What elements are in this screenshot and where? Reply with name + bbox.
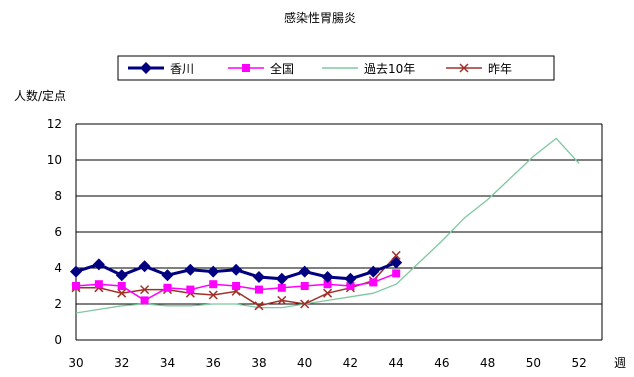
x-tick-label: 36 [206,356,221,370]
legend-label: 香川 [170,62,194,76]
x-stroke [277,295,287,305]
legend-entry: 昨年 [446,62,512,76]
x-tick-label: 52 [571,356,586,370]
legend-entry: 香川 [128,62,194,76]
data-point [254,301,264,311]
data-point [254,285,263,294]
data-point [390,256,403,269]
legend-swatch-marker [459,63,469,73]
x-stroke [140,285,150,295]
data-point [300,299,310,309]
legend-entry: 全国 [228,61,294,76]
data-point [275,272,288,285]
data-point [138,260,151,273]
legend-label: 過去10年 [364,62,415,76]
x-tick-label: 30 [68,356,83,370]
data-point [346,282,355,290]
y-tick-label: 8 [54,189,62,203]
data-point [344,272,357,285]
legend-entry: 過去10年 [322,62,415,76]
data-point [369,278,378,287]
series-2 [75,137,580,314]
y-tick-label: 4 [54,261,62,275]
x-stroke [254,301,264,311]
y-axis-label: 人数/定点 [14,88,66,103]
data-point [117,288,127,298]
data-point [391,250,401,260]
data-point [94,280,103,289]
data-point [367,265,380,278]
data-point [163,283,172,292]
x-stroke [323,288,333,298]
x-stroke [300,299,310,309]
x-stroke [117,288,127,298]
data-point [184,263,197,276]
series-line [75,137,580,314]
x-stroke [391,250,401,260]
data-point [209,280,218,289]
data-point [140,296,149,305]
data-point [115,269,128,282]
data-point [230,263,243,276]
series-1 [72,269,401,305]
data-point [392,269,401,278]
data-point [323,288,333,298]
data-point [140,285,150,295]
x-stroke [459,63,469,73]
data-point [323,280,332,289]
legend-swatch-marker [140,62,152,74]
data-point [72,282,80,290]
data-point [70,265,82,278]
data-point [186,285,195,294]
legend-label: 全国 [270,61,294,76]
legend: 香川 全国 過去10年 昨年 [117,55,555,81]
data-point [208,290,218,300]
grid [76,123,602,305]
data-point [277,295,287,305]
y-tick-label: 0 [54,333,62,347]
y-tick-label: 2 [54,297,62,311]
data-point [252,271,265,283]
axes [75,124,603,341]
y-tick-label: 6 [54,225,62,239]
x-tick-label: 38 [251,356,266,370]
data-point [161,269,174,282]
y-tick-label: 10 [47,153,62,167]
legend-swatch-marker [242,64,250,72]
data-point [92,258,105,271]
x-tick-label: 50 [526,356,541,370]
x-tick-label: 40 [297,356,312,370]
x-tick-label: 42 [343,356,358,370]
data-point [298,265,311,278]
data-point [117,282,126,290]
chart-title: 感染性胃腸炎 [284,10,356,25]
x-tick-label: 44 [389,356,404,370]
x-axis-label: 週 [614,356,626,370]
x-tick-label: 48 [480,356,495,370]
x-tick-label: 32 [114,356,129,370]
x-tick-label: 34 [160,356,175,370]
data-point [232,282,241,290]
data-point [300,282,309,290]
x-tick-label: 46 [434,356,449,370]
series-layer [70,137,580,314]
data-point [321,271,334,283]
data-point [277,283,286,292]
series-0 [70,256,403,285]
data-point [207,265,220,278]
y-tick-label: 12 [47,117,62,131]
legend-label: 昨年 [488,62,512,76]
x-stroke [208,290,218,300]
